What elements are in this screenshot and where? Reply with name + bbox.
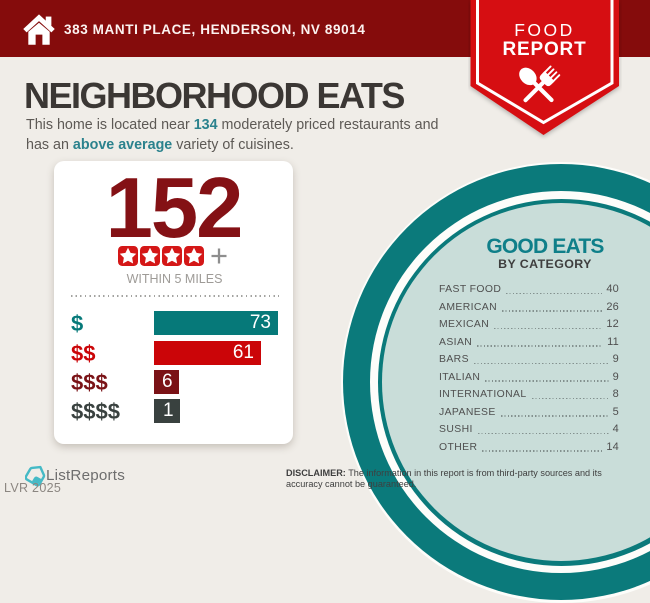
- svg-text:FOOD: FOOD: [514, 20, 575, 40]
- svg-text:REPORT: REPORT: [503, 39, 587, 60]
